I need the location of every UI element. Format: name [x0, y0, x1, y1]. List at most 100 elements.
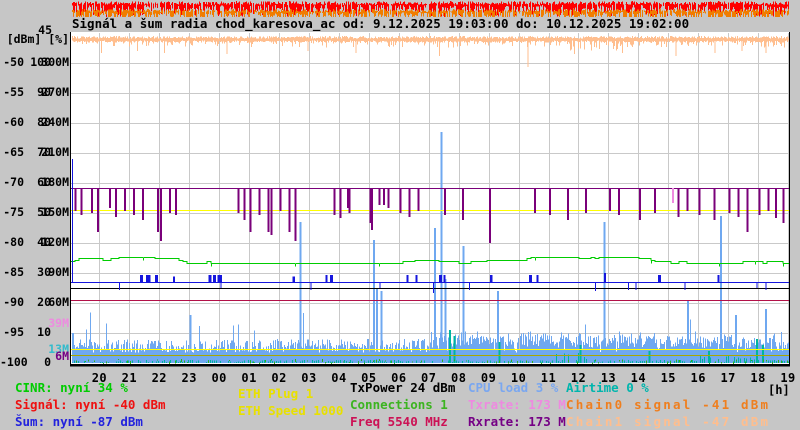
x-tick-hour: 00 [211, 371, 227, 385]
y-tick-mbit: 90M [48, 265, 69, 279]
axis-units-label: [dBm] [%] [6, 32, 69, 46]
x-tick-hour: 02 [271, 371, 287, 385]
legend-item-eth_speed: ETH Speed 1000 [238, 403, 344, 418]
series-noise-block [139, 274, 143, 282]
y-tick-mbit: 270M [41, 85, 69, 99]
x-tick-hour: 20 [91, 371, 108, 385]
x-tick-hour: 19 [780, 371, 796, 385]
title-strip [0, 17, 800, 32]
legend-item-rxrate: Rxrate: 173 M [468, 414, 566, 429]
x-tick-hour: 11 [540, 371, 557, 385]
y-tick-dbm: -85 [3, 265, 24, 279]
legend-item-cinr: CINR: nyní 34 % [15, 380, 128, 395]
series-noise-block [529, 274, 532, 282]
y-tick-mbit: 60M [48, 295, 69, 309]
y-tick-pct: 100 [30, 55, 51, 69]
x-tick-hour: 01 [241, 371, 257, 385]
series-noise-block [154, 274, 158, 282]
y-tick-pct: 90 [37, 85, 51, 99]
y-tick-mbit: 150M [41, 205, 69, 219]
series-chain1_signal [72, 36, 789, 68]
series-noise-block [325, 274, 328, 282]
x-tick-hour: 12 [570, 371, 587, 385]
x-tick-hour: 05 [361, 371, 377, 385]
series-noise-block [172, 276, 175, 282]
x-tick-hour: 10 [510, 371, 527, 385]
y-tick-special: 39M [48, 316, 69, 330]
y-tick-dbm: -100 [0, 355, 28, 369]
x-tick-hour: 04 [331, 371, 347, 385]
y-tick-mbit: 180M [41, 175, 69, 189]
legend-item-airtime: Airtime 0 % [566, 380, 649, 395]
y-tick-mbit: 120M [41, 235, 69, 249]
series-noise-block [217, 274, 223, 282]
series-noise-block [415, 274, 418, 282]
x-tick-hour: 15 [660, 371, 677, 385]
y-tick-dbm: -75 [3, 205, 24, 219]
y-tick-pct: 40 [37, 235, 51, 249]
x-tick-hour: 13 [600, 371, 617, 385]
series-noise-block [657, 274, 661, 282]
y-tick-special: 6M [55, 349, 69, 363]
x-tick-hour: 23 [181, 371, 197, 385]
y-tick-pct: 70 [37, 145, 51, 159]
legend-item-freq: Freq 5540 MHz [350, 414, 448, 429]
x-tick-hour: 14 [630, 371, 647, 385]
y-tick-pct: 30 [37, 265, 51, 279]
y-tick-pct: 0 [44, 355, 51, 369]
x-axis-unit-label: [h] [768, 383, 790, 397]
series-cpu_load-spikes [72, 132, 768, 363]
series-noise [71, 159, 789, 293]
y-tick-mbit: 210M [41, 145, 69, 159]
x-tick-hour: 17 [720, 371, 736, 385]
y-tick-mbit: 240M [41, 115, 69, 129]
y-tick-dbm: -80 [3, 235, 24, 249]
y-tick-dbm: -60 [3, 115, 24, 129]
y-tick-dbm: -55 [3, 85, 24, 99]
x-tick-hour: 22 [151, 371, 168, 385]
x-tick-hour: 03 [301, 371, 317, 385]
legend-item-eth_plug: ETH Plug 1 [238, 386, 314, 401]
series-connections [76, 359, 788, 366]
legend-item-signal: Signál: nyní -40 dBm [15, 397, 166, 412]
series-noise-block [439, 274, 443, 282]
series-noise-block [443, 274, 446, 282]
axis-top-tick-label: 45 [38, 23, 52, 37]
chart-title: Signál a šum radia chod_karesova_ac od: … [72, 16, 690, 31]
series-noise-block [536, 274, 539, 282]
series-noise-block [213, 274, 217, 282]
series-signal [72, 1, 789, 17]
y-tick-pct: 80 [37, 115, 51, 129]
series-noise-block [490, 274, 493, 282]
x-tick-hour: 21 [121, 371, 138, 385]
legend-item-chain0_signal: Chain0 signal -41 dBm [566, 397, 771, 412]
y-tick-pct: 20 [37, 295, 51, 309]
x-tick-hour: 08 [450, 371, 467, 385]
legend-item-noise: Šum: nyní -87 dBm [15, 414, 143, 429]
y-tick-dbm: -95 [3, 325, 24, 339]
series-noise-block [145, 274, 151, 282]
legend-item-txpower: TxPower 24 dBm [350, 380, 456, 395]
y-tick-dbm: -90 [3, 295, 24, 309]
series-chain0_signal [72, 9, 789, 20]
y-tick-pct: 50 [37, 205, 51, 219]
series-airtime-noise [72, 353, 789, 363]
y-tick-mbit: 300M [41, 55, 69, 69]
legend-item-connections: Connections 1 [350, 397, 448, 412]
x-tick-hour: 07 [421, 371, 437, 385]
y-tick-dbm: -65 [3, 145, 24, 159]
x-tick-hour: 09 [480, 371, 497, 385]
series-noise-block [292, 276, 295, 282]
series-noise-block [208, 274, 212, 282]
series-noise-block [406, 274, 409, 282]
y-tick-dbm: -70 [3, 175, 24, 189]
legend-item-txrate: Txrate: 173 M [468, 397, 566, 412]
y-tick-dbm: -50 [3, 55, 24, 69]
y-tick-special: 13M [48, 342, 69, 356]
series-noise-block [330, 274, 333, 282]
legend-item-chain1_signal: Chain1 signal -47 dBm [566, 414, 771, 429]
series-noise-block [603, 273, 606, 282]
y-tick-pct: 60 [37, 175, 51, 189]
series-noise-block [717, 274, 720, 282]
